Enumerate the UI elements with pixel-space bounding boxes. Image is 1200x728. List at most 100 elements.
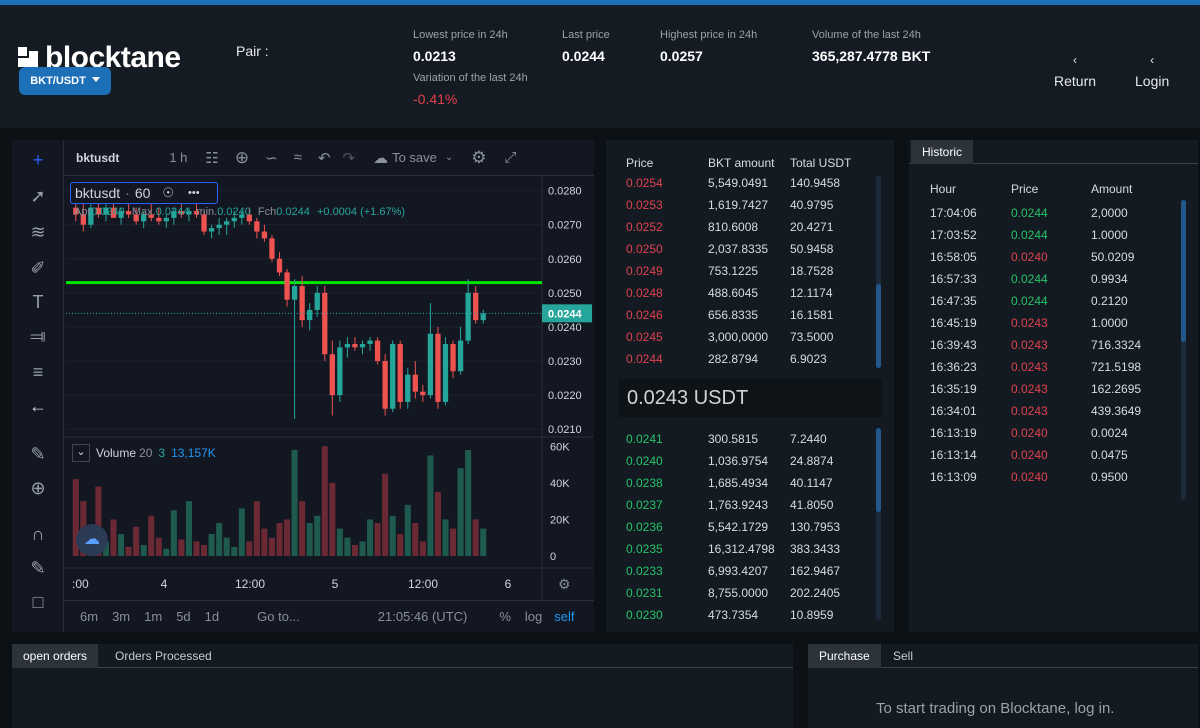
candle-type-icon[interactable]: ☷ bbox=[205, 149, 219, 167]
login-button[interactable]: ‹ Login bbox=[1135, 53, 1169, 89]
candle-body bbox=[390, 343, 396, 409]
percent-toggle[interactable]: % bbox=[499, 609, 511, 624]
trend-line-icon[interactable]: ➚ bbox=[30, 186, 46, 206]
range-button[interactable]: 6m bbox=[80, 609, 99, 624]
undo-icon[interactable]: ↶ bbox=[317, 149, 331, 167]
bids-scrollbar[interactable] bbox=[876, 428, 881, 620]
compare-icon[interactable]: ∽ bbox=[265, 149, 278, 167]
collapse-chevron-icon[interactable]: ⌄ bbox=[72, 444, 90, 462]
history-price: 0.0243 bbox=[1011, 316, 1048, 330]
interval-selector[interactable]: 1 h bbox=[169, 150, 188, 165]
history-amount: 2,0000 bbox=[1091, 206, 1128, 220]
fullscreen-icon[interactable]: ⤢ bbox=[504, 149, 517, 166]
volume-bar bbox=[382, 473, 389, 556]
brush-icon[interactable]: ✐ bbox=[30, 258, 46, 278]
bid-row[interactable]: 0.0241 300.5815 7.2440 bbox=[626, 432, 870, 446]
goto-button[interactable]: Go to... bbox=[257, 609, 300, 624]
volume-bar bbox=[185, 501, 192, 556]
ohlc-low: 0.0240 bbox=[217, 206, 251, 218]
ask-row[interactable]: 0.0250 2,037.8335 50.9458 bbox=[626, 242, 870, 256]
bid-row[interactable]: 0.0238 1,685.4934 40.1147 bbox=[626, 476, 870, 490]
trade-panel: Purchase Sell To start trading on Blockt… bbox=[808, 644, 1198, 728]
tab-orders-processed[interactable]: Orders Processed bbox=[115, 649, 212, 663]
ask-row[interactable]: 0.0245 3,000,0000 73.5000 bbox=[626, 330, 870, 344]
bid-row[interactable]: 0.0235 16,312.4798 383.3433 bbox=[626, 542, 870, 556]
crosshair-icon[interactable]: + bbox=[32, 150, 44, 170]
eye-icon[interactable]: ☉ bbox=[162, 185, 175, 200]
volume-bar bbox=[261, 528, 268, 556]
gear-icon[interactable]: ⚙ bbox=[471, 147, 487, 167]
current-price-tag bbox=[542, 304, 592, 323]
add-indicator-icon[interactable]: ⊕ bbox=[234, 147, 250, 167]
range-button[interactable]: 1d bbox=[204, 609, 220, 624]
fib-icon[interactable]: ≋ bbox=[30, 222, 46, 242]
history-amount: 439.3649 bbox=[1091, 404, 1142, 418]
bid-row[interactable]: 0.0237 1,763.9243 41.8050 bbox=[626, 498, 870, 512]
ask-row[interactable]: 0.0253 1,619.7427 40.9795 bbox=[626, 198, 870, 212]
ask-row[interactable]: 0.0249 753.1225 18.7528 bbox=[626, 264, 870, 278]
bid-row[interactable]: 0.0236 5,542.1729 130.7953 bbox=[626, 520, 870, 534]
chevron-down-icon[interactable]: ⌄ bbox=[444, 152, 454, 163]
lock-icon[interactable]: □ bbox=[32, 592, 44, 612]
history-tabs: Historic bbox=[909, 140, 1198, 164]
bid-row[interactable]: 0.0240 1,036.9754 24.8874 bbox=[626, 454, 870, 468]
chart-top-toolbar: bktusdt 1 h ☷ ⊕ ∽ ≈ ↶ ↷ ☁ To save ⌄ ⚙ ⤢ bbox=[64, 140, 594, 176]
range-button[interactable]: 5d bbox=[176, 609, 191, 624]
tab-sell[interactable]: Sell bbox=[893, 649, 914, 663]
tab-open-orders[interactable]: open orders bbox=[12, 644, 99, 668]
candle-body bbox=[352, 343, 358, 348]
history-scrollbar[interactable] bbox=[1181, 200, 1186, 500]
trade-history: Historic Hour Price Amount 17:04:06 0.024… bbox=[909, 140, 1198, 632]
lock-draw-icon[interactable]: ✎ bbox=[30, 558, 46, 578]
self-toggle[interactable]: self bbox=[554, 609, 575, 624]
save-button[interactable]: To save bbox=[392, 150, 437, 165]
ruler-icon[interactable]: ✎ bbox=[30, 444, 46, 464]
zoom-in-icon[interactable]: ⊕ bbox=[30, 478, 46, 498]
tab-historic[interactable]: Historic bbox=[911, 140, 974, 164]
series-legend[interactable]: bktusdt · 60 ☉ ••• bbox=[70, 182, 218, 204]
row-price: 0.0245 bbox=[626, 330, 663, 344]
more-icon[interactable]: ••• bbox=[188, 187, 200, 199]
volume-bar bbox=[427, 455, 434, 556]
log-toggle[interactable]: log bbox=[524, 609, 543, 624]
tradingview-logo-icon[interactable]: ☁ bbox=[76, 524, 108, 556]
arrow-left-icon[interactable]: ← bbox=[29, 396, 47, 416]
row-amount: 2,037.8335 bbox=[708, 242, 769, 256]
candle-body bbox=[329, 354, 335, 396]
ask-row[interactable]: 0.0248 488.6045 12.1174 bbox=[626, 286, 870, 300]
candle-body bbox=[269, 238, 275, 259]
redo-icon[interactable]: ↷ bbox=[342, 149, 356, 167]
stat-highest: Highest price in 24h 0.0257 bbox=[660, 29, 757, 64]
axis-settings-icon: ⚙ bbox=[558, 576, 571, 592]
volume-bar bbox=[238, 508, 245, 556]
candle-body bbox=[337, 347, 343, 396]
chart-clock: 21:05:46 (UTC) bbox=[377, 609, 468, 624]
range-button[interactable]: 3m bbox=[112, 609, 131, 624]
bid-row[interactable]: 0.0230 473.7354 10.8959 bbox=[626, 608, 870, 622]
pair-selector[interactable]: BKT/USDT bbox=[19, 67, 111, 95]
asks-scrollbar[interactable] bbox=[876, 176, 881, 368]
ask-row[interactable]: 0.0244 282.8794 6.9023 bbox=[626, 352, 870, 366]
candle-body bbox=[359, 343, 366, 348]
volume-bar bbox=[389, 515, 396, 556]
symbol-search[interactable]: bktusdt bbox=[76, 150, 120, 165]
row-price: 0.0248 bbox=[626, 286, 663, 300]
time-tick-label: 12:00 bbox=[408, 577, 438, 591]
magnet-icon[interactable]: ∩ bbox=[31, 524, 45, 544]
volume-tick-label: 20K bbox=[550, 514, 570, 526]
pattern-icon[interactable]: ⫥ bbox=[30, 326, 46, 346]
bid-row[interactable]: 0.0231 8,755.0000 202.2405 bbox=[626, 586, 870, 600]
range-button[interactable]: 1m bbox=[144, 609, 163, 624]
ask-row[interactable]: 0.0246 656.8335 16.1581 bbox=[626, 308, 870, 322]
bid-row[interactable]: 0.0233 6,993.4207 162.9467 bbox=[626, 564, 870, 578]
ask-row[interactable]: 0.0254 5,549.0491 140.9458 bbox=[626, 176, 870, 190]
ask-row[interactable]: 0.0252 810.6008 20.4271 bbox=[626, 220, 870, 234]
tab-purchase[interactable]: Purchase bbox=[808, 644, 881, 668]
text-tool-icon[interactable]: T bbox=[32, 292, 44, 312]
candle-body bbox=[382, 361, 388, 409]
measure-lines-icon[interactable]: ≡ bbox=[32, 362, 44, 382]
indicators-icon[interactable]: ≈ bbox=[293, 149, 302, 166]
history-hour: 16:45:19 bbox=[930, 316, 977, 330]
return-button[interactable]: ‹ Return bbox=[1054, 53, 1096, 89]
header-price: Price bbox=[1011, 182, 1039, 196]
